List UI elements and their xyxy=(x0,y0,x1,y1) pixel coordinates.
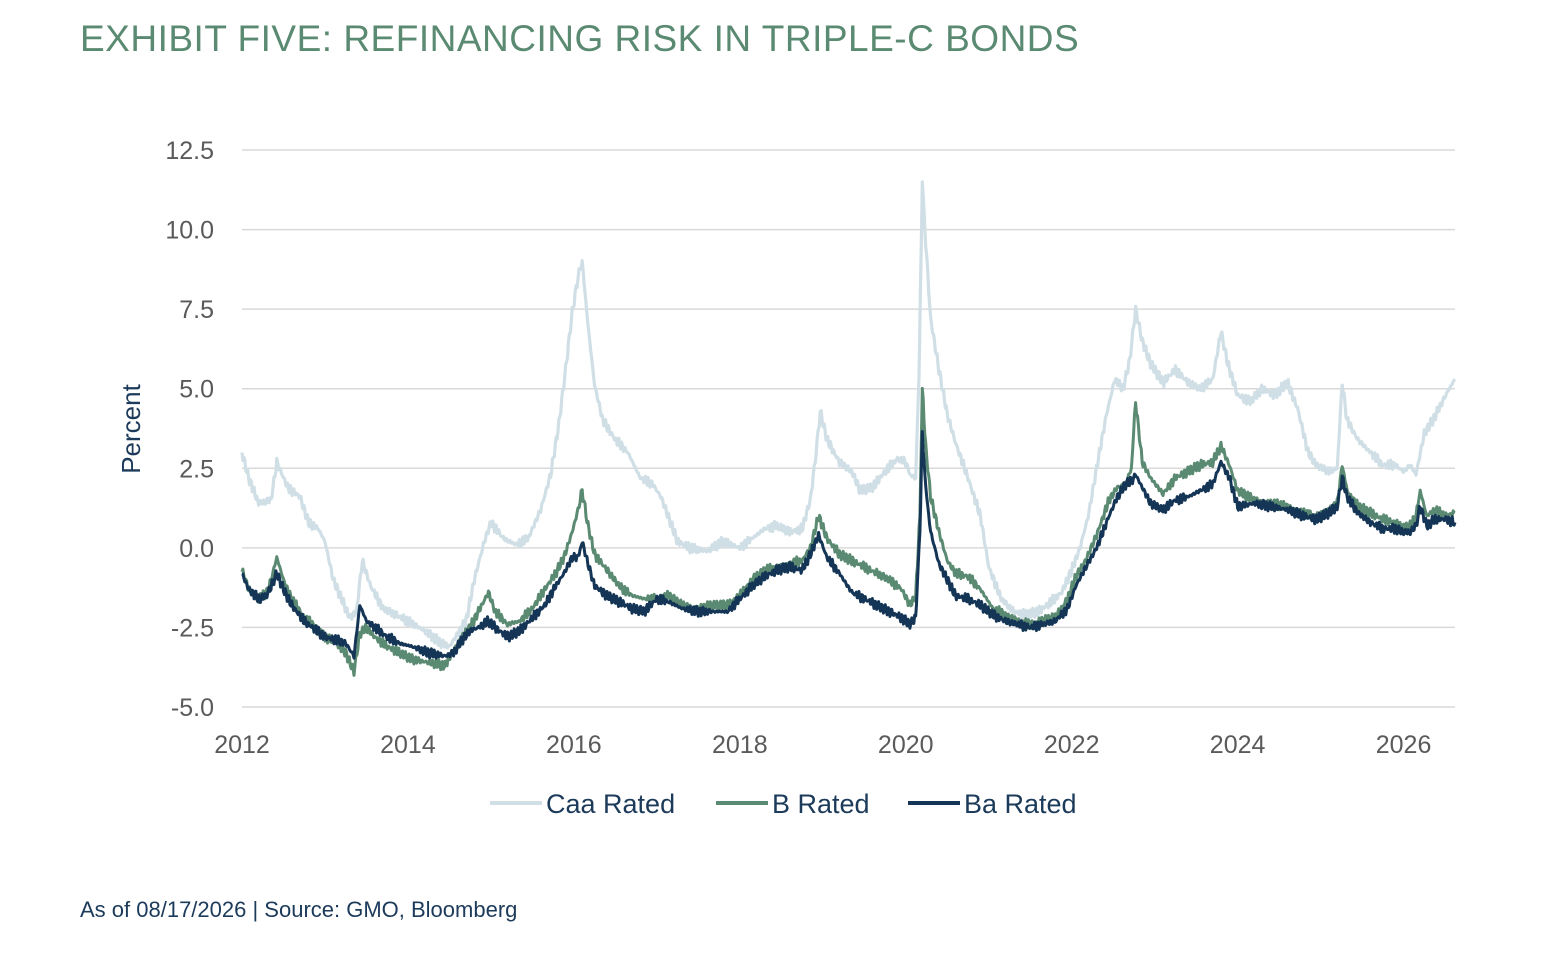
x-tick-label: 2012 xyxy=(214,731,270,759)
y-tick-label: 2.5 xyxy=(179,455,214,483)
source-footnote: As of 08/17/2026 | Source: GMO, Bloomber… xyxy=(80,897,518,922)
legend: Caa Rated B Rated Ba Rated xyxy=(490,789,1077,819)
chart-title: EXHIBIT FIVE: REFINANCING RISK IN TRIPLE… xyxy=(80,18,1080,59)
x-axis-ticks: 2012 2014 2016 2018 2020 2022 2024 2026 xyxy=(214,731,1431,759)
x-tick-label: 2022 xyxy=(1044,731,1100,759)
y-tick-label: 0.0 xyxy=(179,535,214,563)
x-tick-label: 2024 xyxy=(1210,731,1266,759)
y-tick-label: 10.0 xyxy=(165,217,214,245)
y-tick-label: 5.0 xyxy=(179,376,214,404)
y-tick-label: 12.5 xyxy=(165,137,214,165)
legend-label-b-rated: B Rated xyxy=(772,789,870,819)
x-tick-label: 2020 xyxy=(878,731,934,759)
y-tick-label: 7.5 xyxy=(179,296,214,324)
y-tick-label: -2.5 xyxy=(171,614,214,642)
legend-label-caa-rated: Caa Rated xyxy=(546,789,675,819)
series-lines xyxy=(240,180,1457,677)
legend-label-ba-rated: Ba Rated xyxy=(964,789,1077,819)
series-line-ba-rated xyxy=(241,430,1457,660)
x-tick-label: 2018 xyxy=(712,731,768,759)
y-tick-label: -5.0 xyxy=(171,694,214,722)
x-tick-label: 2026 xyxy=(1376,731,1432,759)
series-line-caa-rated xyxy=(240,180,1457,650)
y-axis-ticks: -5.0 -2.5 0.0 2.5 5.0 7.5 10.0 12.5 xyxy=(165,137,214,722)
series-line-b-rated xyxy=(240,386,1456,677)
x-tick-label: 2016 xyxy=(546,731,602,759)
y-axis-label: Percent xyxy=(116,383,146,473)
x-tick-label: 2014 xyxy=(380,731,436,759)
grid-lines xyxy=(242,149,1455,708)
